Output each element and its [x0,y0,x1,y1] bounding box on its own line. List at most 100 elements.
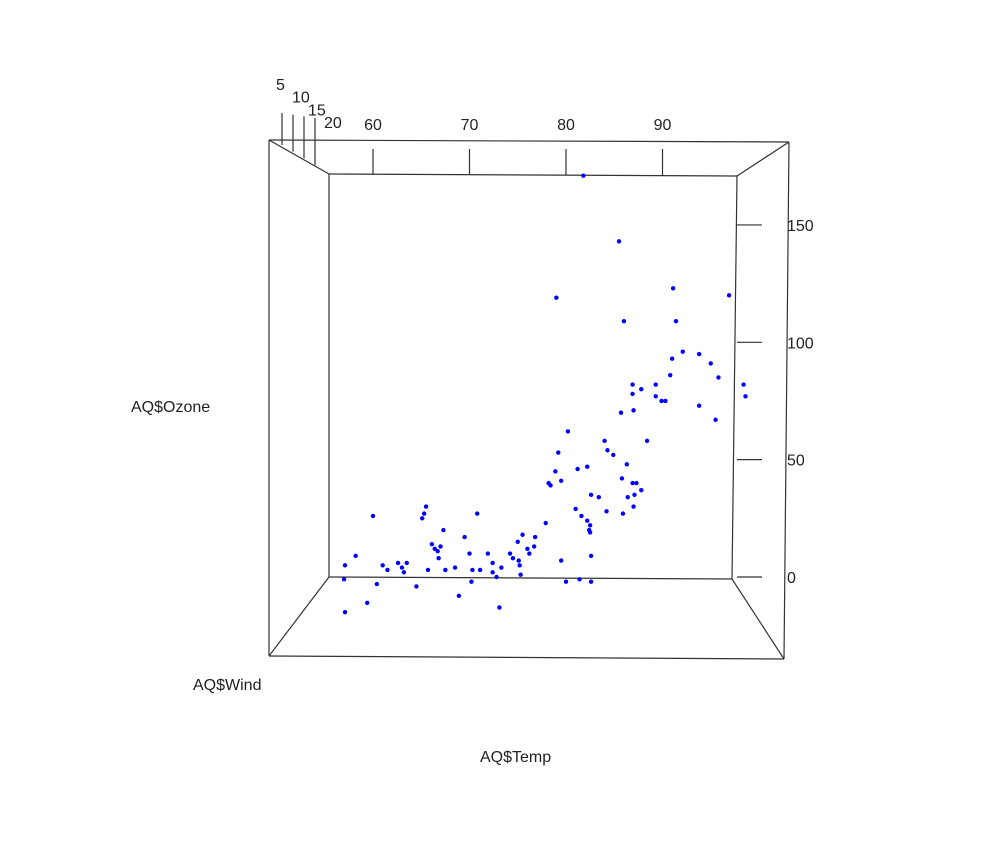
data-point [596,495,602,500]
data-point [341,577,347,582]
data-point [443,567,448,573]
data-point [517,563,522,568]
data-point [370,513,376,519]
data-point [663,398,668,404]
z-axis-label: AQ$Wind [193,677,261,694]
data-point [588,579,594,584]
data-point [385,567,390,573]
data-point [653,394,658,399]
data-point [605,448,610,453]
z-tick-label: 15 [308,102,326,119]
data-point [365,600,370,606]
data-point [602,438,607,444]
data-point [573,506,578,512]
data-point [470,567,475,573]
data-point [507,551,513,556]
y-tick-label: 0 [787,570,796,587]
data-point [743,394,748,399]
data-point [716,375,721,380]
x-tick-label: 70 [461,117,479,134]
data-point [548,483,553,488]
data-point [558,558,564,563]
data-point [588,492,594,498]
data-point [429,541,435,547]
data-point [456,593,462,598]
data-point [401,570,407,575]
data-point [441,527,446,533]
data-point [532,534,538,540]
data-point [680,349,685,354]
data-point [423,504,429,509]
data-point [581,173,586,178]
data-point [475,511,480,516]
data-point [631,504,636,509]
data-point [353,553,358,559]
data-point [630,382,635,387]
data-point [669,356,675,361]
data-point [485,551,491,556]
data-point [713,417,718,422]
data-point [490,570,495,575]
data-point [625,495,630,500]
data-point [421,511,427,516]
data-point [632,492,637,498]
data-point [404,560,409,566]
data-point [563,579,569,584]
data-point [469,579,474,584]
data-point [585,518,590,523]
z-tick-label: 10 [292,90,310,107]
data-point [621,318,627,324]
plot-box [268,139,790,660]
data-point [575,466,580,472]
data-point [585,464,590,469]
data-point [616,239,622,244]
data-point [374,581,380,587]
data-point [527,551,532,556]
data-point [604,509,609,514]
data-point [462,534,467,540]
data-point [490,560,495,566]
data-point [420,516,425,521]
data-point [639,387,644,392]
data-point [494,574,499,580]
data-point [531,544,537,549]
data-point [668,372,673,378]
data-point [543,520,548,526]
z-tick-label: 5 [276,77,285,94]
x-tick-label: 80 [557,117,575,134]
data-point [611,452,616,458]
data-point [520,532,525,537]
data-point [438,544,443,549]
data-point [499,565,504,570]
data-point [619,476,625,481]
data-point [631,408,636,413]
data-point [708,361,713,366]
data-point [618,410,624,415]
data-point [726,293,732,298]
data-point [565,429,571,434]
y-tick-label: 150 [787,218,814,235]
y-tick-label: 50 [787,453,805,470]
data-point [673,318,679,324]
data-point [579,513,584,519]
data-point [395,560,401,566]
data-point [399,565,405,570]
data-point [741,382,746,387]
data-point [696,351,702,357]
data-point [630,480,635,486]
data-point [696,403,702,408]
data-point [653,382,658,387]
data-point [477,567,483,573]
data-point [556,450,561,455]
data-point [624,462,629,467]
z-tick-label: 20 [324,115,342,132]
x-axis-label: AQ$Temp [480,749,551,766]
data-point [436,556,441,561]
data-point [553,469,558,474]
data-point [510,556,516,561]
data-points [341,173,748,615]
data-point [586,527,592,533]
data-point [525,546,530,552]
y-tick-label: 100 [787,335,814,352]
